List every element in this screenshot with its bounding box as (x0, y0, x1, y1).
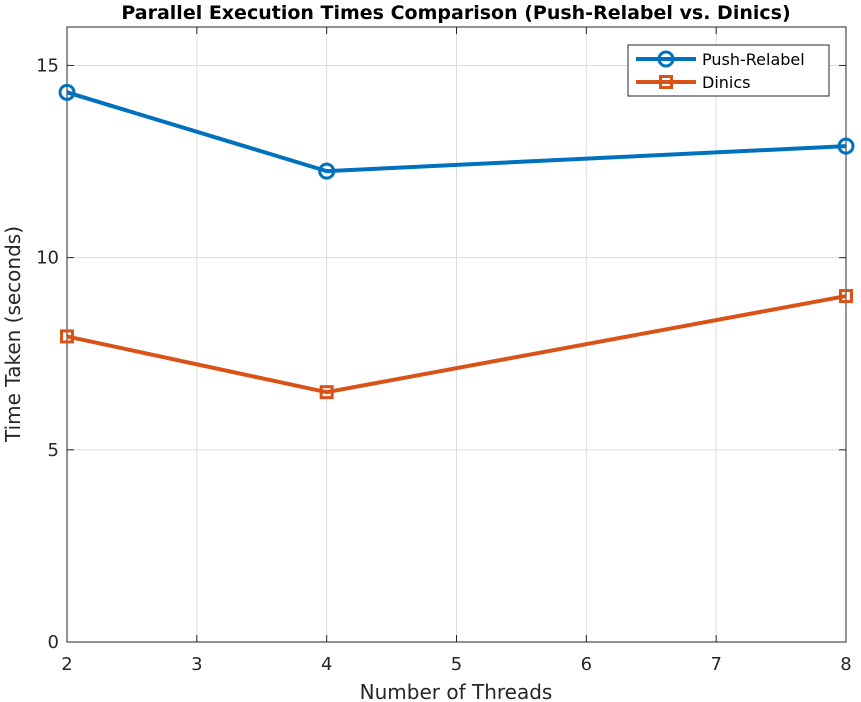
x-tick-label: 6 (581, 654, 592, 675)
push-relabel-series (58, 83, 855, 180)
legend-item-push-relabel: Push-Relabel (636, 50, 805, 69)
grid (66, 27, 847, 643)
legend-item-dinics: Dinics (636, 73, 750, 92)
x-tick-label: 4 (321, 654, 332, 675)
legend: Push-Relabel Dinics (627, 44, 830, 97)
legend-label: Dinics (702, 73, 750, 92)
push-relabel-line (66, 90, 847, 174)
push-relabel-point (837, 137, 855, 155)
dinics-point (839, 289, 853, 304)
dinics-point (319, 385, 334, 400)
push-relabel-point (58, 83, 76, 101)
x-tick-label: 5 (451, 654, 462, 675)
dinics-point (60, 329, 74, 344)
y-axis: 0 5 10 15 (36, 55, 846, 653)
legend-push-relabel-point (657, 50, 675, 68)
y-axis-label: Time Taken (seconds) (1, 226, 25, 443)
y-tick-label: 10 (36, 248, 59, 269)
x-tick-label: 2 (61, 654, 72, 675)
chart-title: Parallel Execution Times Comparison (Pus… (121, 2, 790, 24)
dinics-series (60, 289, 853, 400)
x-tick-label: 7 (710, 654, 721, 675)
y-tick-label: 5 (48, 440, 59, 461)
series-layer (58, 83, 855, 400)
dinics-line (66, 294, 847, 395)
push-relabel-point (318, 162, 336, 180)
x-axis: 2 3 4 5 6 7 8 (61, 27, 852, 675)
y-tick-label: 0 (48, 632, 59, 653)
x-tick-label: 3 (191, 654, 202, 675)
x-axis-label: Number of Threads (360, 680, 553, 702)
y-tick-label: 15 (36, 55, 59, 76)
legend-dinics-point (659, 75, 673, 89)
legend-label: Push-Relabel (702, 50, 805, 69)
x-tick-label: 8 (840, 654, 851, 675)
